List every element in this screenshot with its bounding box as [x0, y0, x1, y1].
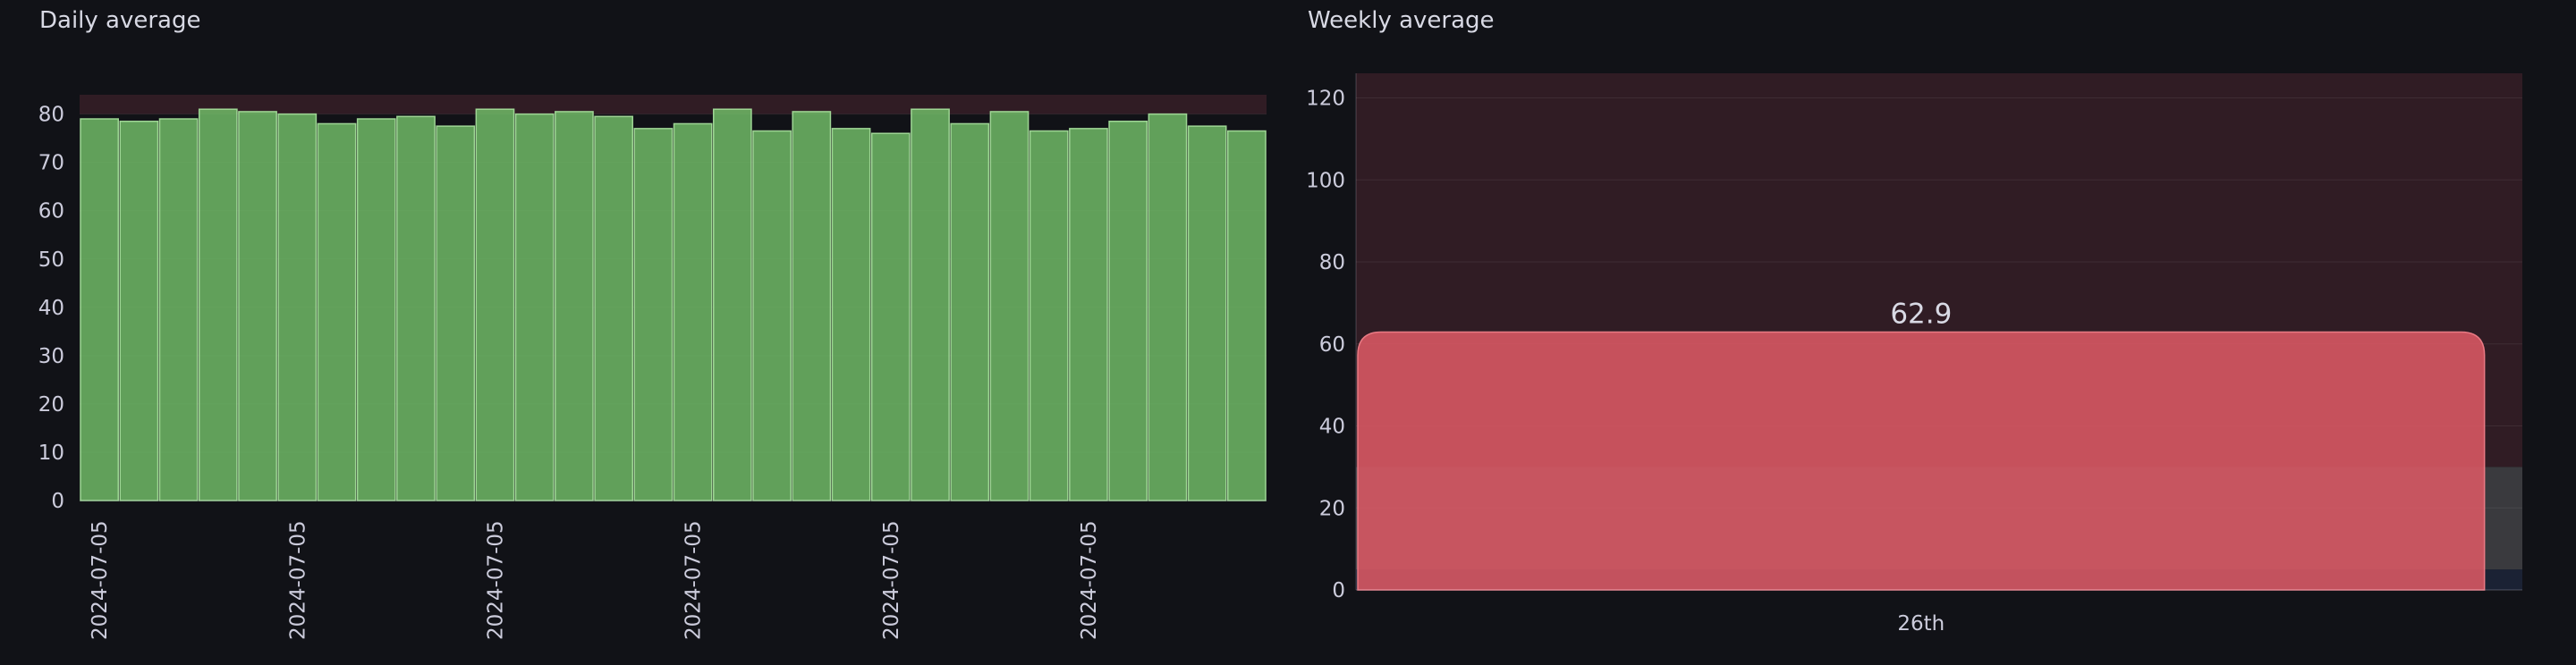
- x-tick-label: 2024-07-05: [286, 520, 309, 640]
- bar-value-label: 62.9: [1890, 298, 1952, 330]
- y-tick-label: 0: [51, 490, 64, 513]
- bar: [158, 118, 199, 501]
- weekly-average-panel: Weekly average 0 20 40 60 80 100 120 62.9 26th: [1288, 0, 2576, 665]
- daily-average-panel: Daily average 0 10 20 30 40 50 60 70 80 2024-07-0…: [0, 0, 1279, 665]
- y-tick-label: 0: [1332, 579, 1345, 602]
- bar: [198, 108, 238, 501]
- bar: [1069, 128, 1108, 501]
- y-tick-label: 120: [1306, 88, 1345, 111]
- bar: [870, 132, 911, 501]
- bar: [396, 115, 436, 501]
- bar: [752, 130, 792, 501]
- bar: [277, 113, 318, 501]
- bar: [594, 115, 634, 501]
- y-tick-label: 60: [1319, 333, 1345, 357]
- bar: [989, 111, 1030, 501]
- daily-average-chart: 0 10 20 30 40 50 60 70 80 2024-07-05 2024-07-05 202…: [38, 95, 1267, 640]
- bar: [514, 113, 555, 501]
- x-tick-label: 2024-07-05: [1078, 520, 1101, 640]
- weekly-average-chart: 0 20 40 60 80 100 120 62.9 26th: [1306, 73, 2522, 636]
- bar: [950, 122, 990, 501]
- bar: [436, 125, 476, 501]
- y-tick-label: 10: [38, 442, 64, 465]
- y-tick-label: 80: [1319, 251, 1345, 274]
- y-tick-label: 60: [38, 200, 64, 223]
- bar: [1108, 120, 1148, 501]
- bar: [633, 128, 674, 501]
- bar: [80, 118, 119, 501]
- bar: [317, 122, 357, 501]
- bar: [475, 108, 515, 501]
- y-tick-label: 40: [1319, 416, 1345, 439]
- weekly-average-title: Weekly average: [1308, 7, 1495, 34]
- x-tick-label: 2024-07-05: [89, 520, 112, 640]
- x-tick-label: 2024-07-05: [682, 520, 706, 640]
- y-tick-label: 100: [1306, 169, 1345, 192]
- bar: [1227, 130, 1267, 501]
- bar: [831, 128, 871, 501]
- threshold-band-0: [80, 95, 1267, 114]
- bar: [792, 111, 832, 501]
- bar: [1029, 130, 1069, 501]
- y-tick-label: 80: [38, 104, 64, 127]
- bar: [1357, 331, 2486, 591]
- bar: [1187, 125, 1227, 501]
- x-tick-label: 2024-07-05: [880, 520, 903, 640]
- bar: [1148, 113, 1188, 501]
- y-tick-label: 30: [38, 345, 64, 368]
- daily-average-title: Daily average: [39, 7, 201, 34]
- bar: [119, 120, 159, 501]
- y-tick-label: 20: [1319, 497, 1345, 520]
- bar: [555, 111, 594, 501]
- y-tick-label: 70: [38, 152, 64, 175]
- y-tick-label: 20: [38, 393, 64, 417]
- bar: [712, 108, 752, 501]
- bar: [911, 108, 950, 501]
- bar: [356, 118, 396, 501]
- x-tick-label: 26th: [1897, 612, 1945, 636]
- bar: [673, 122, 713, 501]
- x-tick-label: 2024-07-05: [484, 520, 507, 640]
- y-tick-label: 40: [38, 297, 64, 320]
- bar: [238, 111, 277, 501]
- y-tick-label: 50: [38, 248, 64, 272]
